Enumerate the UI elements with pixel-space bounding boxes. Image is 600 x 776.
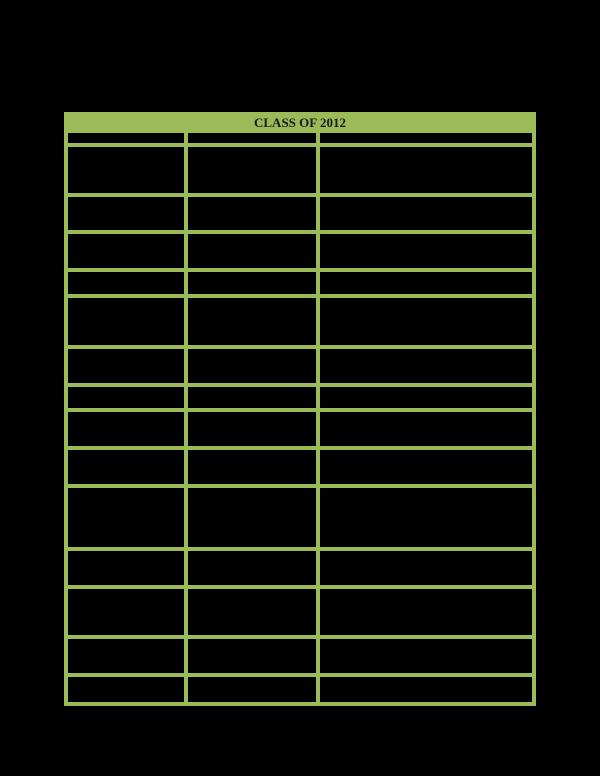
table-cell — [68, 450, 184, 484]
table-cell — [320, 551, 532, 585]
table-cell — [68, 147, 184, 193]
table-cell — [68, 197, 184, 230]
table-cell — [320, 298, 532, 345]
table-cell — [68, 349, 184, 383]
table-cell — [68, 234, 184, 268]
table-cell — [188, 551, 316, 585]
table-cell — [68, 488, 184, 547]
table-cell — [68, 412, 184, 446]
table-cell — [320, 387, 532, 408]
table-cell — [320, 450, 532, 484]
table-cell — [188, 387, 316, 408]
table-cell — [320, 349, 532, 383]
table-cell — [188, 349, 316, 383]
table-cell — [188, 298, 316, 345]
table-cell — [188, 589, 316, 635]
table-cell — [320, 197, 532, 230]
table-cell — [68, 589, 184, 635]
table-cell — [188, 639, 316, 673]
table-cell — [320, 639, 532, 673]
table-cell — [188, 234, 316, 268]
table-cell — [68, 387, 184, 408]
table-cell — [188, 197, 316, 230]
table-cell — [188, 412, 316, 446]
class-table: CLASS OF 2012 — [64, 112, 536, 706]
table-cell — [188, 450, 316, 484]
table-cell — [188, 677, 316, 702]
table-cell — [68, 639, 184, 673]
table-cell — [188, 147, 316, 193]
table-cell — [320, 272, 532, 294]
table-cell — [320, 412, 532, 446]
table-title: CLASS OF 2012 — [254, 115, 346, 130]
table-cell — [320, 234, 532, 268]
table-cell — [320, 147, 532, 193]
table-cell — [320, 488, 532, 547]
table-cell — [68, 551, 184, 585]
table-cell — [188, 272, 316, 294]
table-cell — [68, 677, 184, 702]
table-cell — [188, 488, 316, 547]
column-header — [320, 133, 532, 143]
column-header — [68, 133, 184, 143]
table-cell — [320, 589, 532, 635]
table-cell — [320, 677, 532, 702]
table-cell — [68, 298, 184, 345]
column-header — [188, 133, 316, 143]
table-cell — [68, 272, 184, 294]
